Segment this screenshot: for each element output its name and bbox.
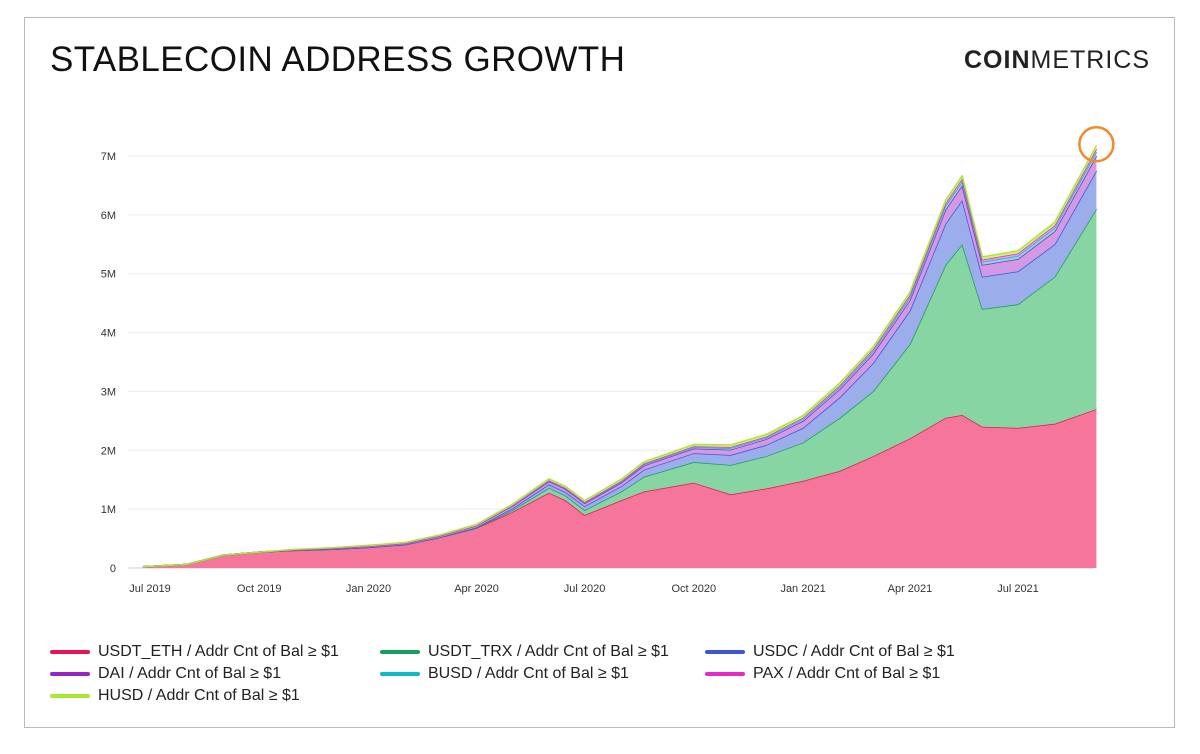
legend-item: USDT_ETH / Addr Cnt of Bal ≥ $1 bbox=[50, 641, 339, 663]
legend-swatch bbox=[705, 672, 745, 676]
logo-bold-text: COIN bbox=[964, 46, 1031, 74]
page-title: STABLECOIN ADDRESS GROWTH bbox=[50, 40, 626, 79]
logo-light-text: METRICS bbox=[1030, 46, 1150, 74]
x-tick-label: Jul 2021 bbox=[997, 583, 1039, 595]
legend-item: DAI / Addr Cnt of Bal ≥ $1 bbox=[50, 663, 281, 685]
legend-label: USDC / Addr Cnt of Bal ≥ $1 bbox=[753, 643, 955, 660]
legend-swatch bbox=[50, 650, 90, 654]
series-area bbox=[142, 409, 1097, 568]
series-area bbox=[142, 156, 1097, 567]
y-tick-label: 2M bbox=[101, 445, 116, 457]
x-tick-label: Oct 2020 bbox=[672, 583, 717, 595]
legend-swatch bbox=[380, 650, 420, 654]
legend-label: BUSD / Addr Cnt of Bal ≥ $1 bbox=[428, 665, 629, 682]
x-tick-label: Apr 2021 bbox=[888, 583, 933, 595]
highlight-marker bbox=[1078, 125, 1115, 163]
series-area bbox=[142, 209, 1097, 567]
legend-label: PAX / Addr Cnt of Bal ≥ $1 bbox=[753, 665, 941, 682]
x-tick-label: Jul 2019 bbox=[129, 583, 171, 595]
y-axis-ticks: 0 1M 2M 3M 4M 5M 6M 7M bbox=[101, 151, 116, 575]
x-tick-label: Apr 2020 bbox=[454, 583, 499, 595]
legend-swatch bbox=[50, 694, 90, 698]
y-tick-label: 0 bbox=[110, 563, 116, 575]
legend-item: HUSD / Addr Cnt of Bal ≥ $1 bbox=[50, 685, 300, 707]
y-tick-label: 6M bbox=[101, 210, 116, 222]
legend-item: USDT_TRX / Addr Cnt of Bal ≥ $1 bbox=[380, 641, 669, 663]
legend-label: HUSD / Addr Cnt of Bal ≥ $1 bbox=[98, 687, 300, 704]
series-line bbox=[142, 145, 1098, 568]
series-areas bbox=[142, 145, 1098, 568]
x-tick-label: Jan 2021 bbox=[780, 583, 825, 595]
legend-item: USDC / Addr Cnt of Bal ≥ $1 bbox=[705, 641, 955, 663]
y-tick-label: 7M bbox=[101, 151, 116, 163]
legend-swatch bbox=[380, 672, 420, 676]
legend-label: DAI / Addr Cnt of Bal ≥ $1 bbox=[98, 665, 282, 682]
y-tick-label: 3M bbox=[101, 386, 116, 398]
y-tick-label: 4M bbox=[101, 328, 116, 340]
legend-swatch bbox=[50, 672, 90, 676]
coinmetrics-logo: COINMETRICS bbox=[964, 46, 1150, 75]
x-axis-ticks: Jul 2019 Oct 2019 Jan 2020 Apr 2020 Jul 2020… bbox=[129, 583, 1039, 595]
x-tick-label: Jan 2020 bbox=[346, 583, 391, 595]
legend-swatch bbox=[705, 650, 745, 654]
highlight-circle bbox=[1078, 125, 1115, 163]
x-tick-label: Jul 2020 bbox=[564, 583, 606, 595]
x-tick-label: Oct 2019 bbox=[237, 583, 282, 595]
y-tick-label: 1M bbox=[101, 504, 116, 516]
legend-label: USDT_ETH / Addr Cnt of Bal ≥ $1 bbox=[98, 643, 339, 660]
y-tick-label: 5M bbox=[101, 269, 116, 281]
legend-item: PAX / Addr Cnt of Bal ≥ $1 bbox=[705, 663, 940, 685]
legend-item: BUSD / Addr Cnt of Bal ≥ $1 bbox=[380, 663, 629, 685]
legend-label: USDT_TRX / Addr Cnt of Bal ≥ $1 bbox=[428, 643, 669, 660]
